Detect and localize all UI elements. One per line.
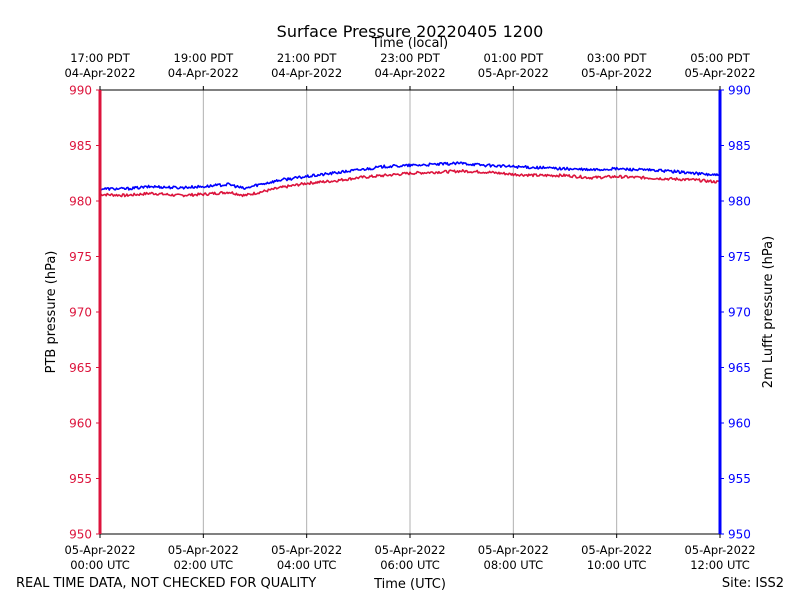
x-tick-label-date: 05-Apr-2022 [374,543,445,557]
x-tick-label-time: 02:00 UTC [174,558,234,572]
series-group [99,161,721,198]
x-tick-label-time: 06:00 UTC [380,558,440,572]
left-tick-label: 950 [69,528,92,542]
right-tick-label: 990 [728,84,751,98]
top-tick-label-time: 03:00 PDT [587,51,648,65]
top-tick-label-date: 05-Apr-2022 [581,66,652,80]
left-tick-label: 990 [69,84,92,98]
left-tick-label: 960 [69,417,92,431]
right-tick-label: 950 [728,528,751,542]
x-tick-label-date: 05-Apr-2022 [168,543,239,557]
x-tick-label-time: 10:00 UTC [587,558,647,572]
x-tick-label-date: 05-Apr-2022 [581,543,652,557]
left-tick-label: 975 [69,250,92,264]
x-tick-label-date: 05-Apr-2022 [478,543,549,557]
x-tick-label-date: 05-Apr-2022 [684,543,755,557]
x-tick-label-time: 04:00 UTC [277,558,337,572]
right-tick-label: 970 [728,306,751,320]
right-axis-label: 2m Lufft pressure (hPa) [761,236,776,388]
series-line-lufft [99,161,721,191]
left-tick-label: 970 [69,306,92,320]
left-axis-label: PTB pressure (hPa) [44,251,59,374]
top-tick-label-time: 21:00 PDT [277,51,338,65]
top-tick-label-time: 17:00 PDT [70,51,131,65]
x-tick-label-date: 05-Apr-2022 [64,543,135,557]
x-axis-label: Time (UTC) [374,577,446,592]
top-tick-label-date: 04-Apr-2022 [271,66,342,80]
top-tick-label-time: 19:00 PDT [174,51,235,65]
right-tick-label: 965 [728,361,751,375]
gridlines [202,90,618,534]
x-tick-label-date: 05-Apr-2022 [271,543,342,557]
right-tick-label: 960 [728,417,751,431]
top-tick-label-time: 23:00 PDT [380,51,441,65]
y-ticks: 950 950 955 955 960 960 965 965 970 970 975 975 980 9… [69,84,751,542]
quality-disclaimer: REAL TIME DATA, NOT CHECKED FOR QUALITY [16,576,317,591]
right-tick-label: 980 [728,195,751,209]
top-tick-label-date: 05-Apr-2022 [478,66,549,80]
x-tick-label-time: 00:00 UTC [70,558,130,572]
left-tick-label: 980 [69,195,92,209]
chart-title: Surface Pressure 20220405 1200 [277,22,544,41]
top-tick-label-date: 04-Apr-2022 [374,66,445,80]
left-tick-label: 955 [69,472,92,486]
site-label: Site: ISS2 [721,576,784,591]
top-axis-label: Time (local) [371,36,448,51]
left-tick-label: 965 [69,361,92,375]
top-tick-label-date: 04-Apr-2022 [64,66,135,80]
series-line-ptb [99,169,721,198]
top-tick-label-time: 01:00 PDT [484,51,545,65]
left-tick-label: 985 [69,139,92,153]
right-tick-label: 975 [728,250,751,264]
x-tick-label-time: 08:00 UTC [484,558,544,572]
right-tick-label: 985 [728,139,751,153]
top-tick-label-date: 05-Apr-2022 [684,66,755,80]
top-tick-label-time: 05:00 PDT [690,51,751,65]
x-tick-label-time: 12:00 UTC [690,558,750,572]
top-tick-label-date: 04-Apr-2022 [168,66,239,80]
right-tick-label: 955 [728,472,751,486]
